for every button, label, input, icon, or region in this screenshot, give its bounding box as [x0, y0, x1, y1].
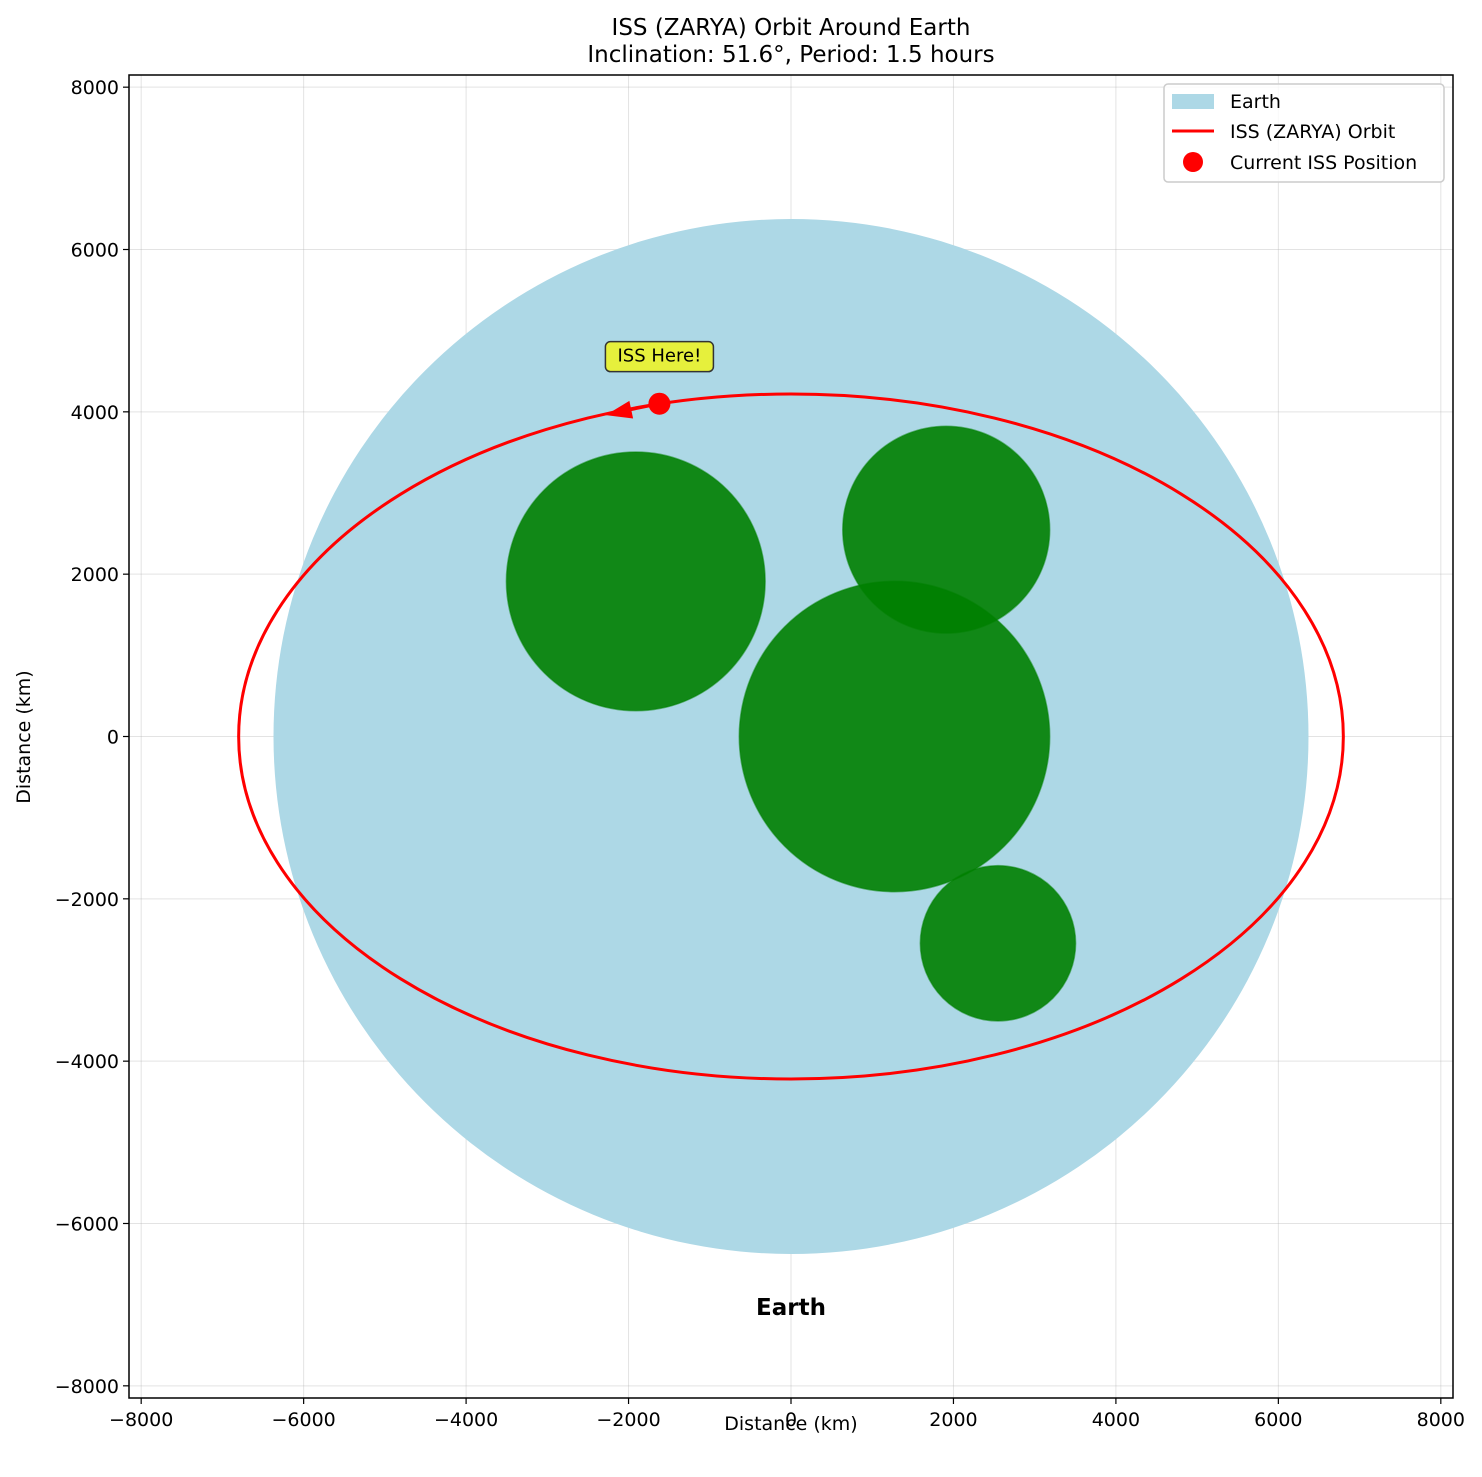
x-tick-label: 8000: [1417, 1409, 1465, 1431]
x-tick-label: 4000: [1092, 1409, 1140, 1431]
legend-box: [1163, 83, 1445, 183]
y-axis-label: Distance (km): [13, 670, 35, 803]
chart-subtitle: Inclination: 51.6°, Period: 1.5 hours: [587, 42, 994, 68]
x-axis-label: Distance (km): [724, 1413, 857, 1435]
y-tick-label: −4000: [55, 1051, 119, 1073]
orbit-layer: [237, 392, 1345, 1081]
y-tick-label: 6000: [71, 240, 119, 262]
y-tick-label: 4000: [71, 402, 119, 424]
chart-title: ISS (ZARYA) Orbit Around Earth: [612, 15, 971, 41]
current-iss-position: [648, 392, 671, 415]
y-tick-label: 0: [107, 727, 119, 749]
annotation-text: ISS Here!: [618, 346, 702, 367]
annotation-box: [604, 340, 715, 373]
legend-swatch-earth: [1172, 94, 1214, 109]
legend-label-earth: Earth: [1230, 91, 1281, 113]
earth-label: Earth: [756, 1295, 826, 1321]
direction-arrow-head: [605, 400, 634, 419]
x-tick-label: 6000: [1254, 1409, 1302, 1431]
legend-label-position: Current ISS Position: [1230, 152, 1417, 174]
legend-swatch-position: [1183, 152, 1203, 172]
legend: Earth ISS (ZARYA) Orbit Current ISS Posi…: [1163, 83, 1445, 183]
continent: [505, 451, 766, 712]
annotation-layer: ISS Here! Earth: [604, 340, 826, 1321]
x-tick-label: −6000: [271, 1409, 335, 1431]
y-tick-label: −2000: [55, 889, 119, 911]
y-tick-label: 8000: [71, 77, 119, 99]
continent: [738, 580, 1051, 893]
x-tick-label: −2000: [596, 1409, 660, 1431]
legend-label-orbit: ISS (ZARYA) Orbit: [1230, 121, 1395, 143]
y-tick-label: −6000: [55, 1213, 119, 1235]
iss-orbit: [237, 392, 1345, 1081]
continent: [919, 864, 1077, 1022]
marker-layer: [605, 392, 671, 419]
x-tick-label: −8000: [109, 1409, 173, 1431]
x-tick-label: 2000: [929, 1409, 977, 1431]
x-tick-label: 0: [785, 1409, 797, 1431]
continent-layer: [505, 425, 1077, 1022]
y-tick-label: 2000: [71, 564, 119, 586]
y-tick-label: −8000: [55, 1376, 119, 1398]
x-tick-label: −4000: [434, 1409, 498, 1431]
ticks: −8000 −6000 −4000 −2000 0 2000 4000 6000 8000 −80…: [55, 77, 1465, 1431]
